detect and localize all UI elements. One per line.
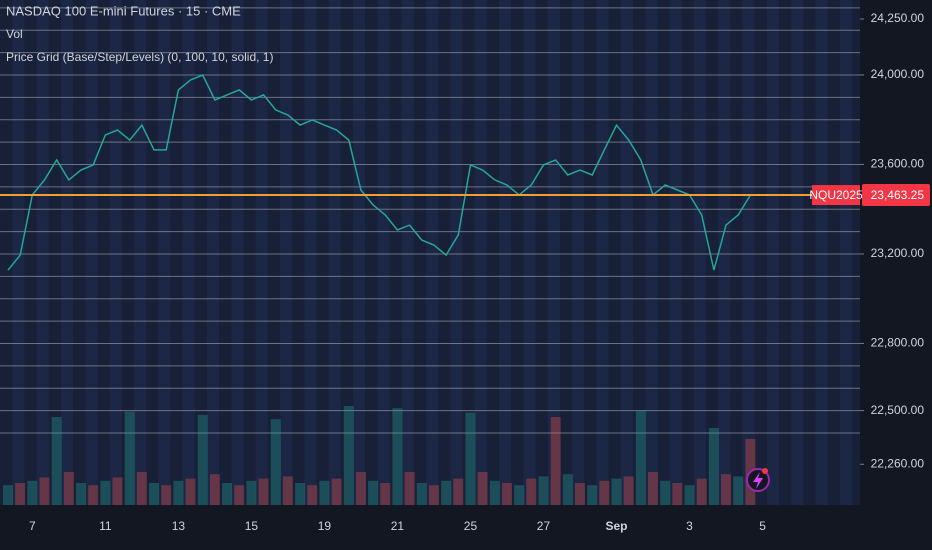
volume-bar — [599, 480, 610, 505]
volume-bar — [550, 417, 561, 505]
alert-icon[interactable] — [746, 468, 770, 492]
volume-bar — [209, 474, 220, 505]
x-tick-label: Sep — [605, 519, 627, 533]
price-tag — [862, 184, 930, 207]
volume-bar — [684, 485, 695, 505]
volume-bar — [611, 478, 622, 505]
volume-bar — [343, 406, 354, 505]
volume-bar — [708, 428, 719, 505]
x-tick-label: 15 — [245, 519, 259, 533]
volume-bar — [441, 480, 452, 505]
volume-bar — [514, 485, 525, 505]
volume-bar — [27, 480, 38, 505]
symbol-label: NQU2025 — [809, 188, 863, 202]
volume-bar — [39, 477, 50, 505]
x-tick-label: 27 — [537, 519, 551, 533]
x-tick-label: 19 — [318, 519, 332, 533]
current-price-label: 23,463.25 — [871, 188, 925, 202]
volume-bar — [368, 480, 379, 505]
price-line — [7, 74, 752, 271]
y-tick-label: 23,200.00 — [871, 246, 925, 260]
volume-bar — [489, 480, 500, 505]
volume-bar — [355, 472, 366, 505]
volume-bar — [136, 472, 147, 505]
y-tick-label: 22,500.00 — [871, 403, 925, 417]
x-tick-label: 7 — [29, 519, 36, 533]
volume-bar — [587, 485, 598, 505]
volume-bar — [623, 476, 634, 505]
x-tick-label: 3 — [686, 519, 693, 533]
volume-bar — [307, 485, 318, 505]
volume-bar — [76, 483, 87, 505]
x-tick-label: 13 — [172, 519, 186, 533]
volume-bar — [100, 480, 111, 505]
volume-bar — [453, 478, 464, 505]
x-tick-label: 25 — [464, 519, 478, 533]
y-tick-label: 24,000.00 — [871, 67, 925, 81]
volume-bar — [319, 480, 330, 505]
volume-bar — [295, 483, 306, 505]
volume-bar — [635, 410, 646, 505]
y-tick-label: 22,800.00 — [871, 336, 925, 350]
volume-bar — [501, 483, 512, 505]
indicator-label: Price Grid (Base/Step/Levels) (0, 100, 1… — [6, 50, 273, 64]
volume-bar — [672, 483, 683, 505]
volume-bar — [282, 476, 293, 505]
volume-label: Vol — [6, 27, 23, 41]
volume-bar — [696, 478, 707, 505]
volume-bar — [733, 476, 744, 505]
volume-bar — [574, 483, 585, 505]
y-tick-label: 22,260.00 — [871, 456, 925, 470]
volume-bar — [404, 472, 415, 505]
volume-bar — [648, 472, 659, 505]
volume-bar — [161, 485, 172, 505]
volume-bar — [416, 483, 427, 505]
x-tick-label: 5 — [759, 519, 766, 533]
x-tick-label: 11 — [99, 519, 112, 533]
volume-bar — [124, 411, 135, 505]
x-tick-label: 21 — [391, 519, 405, 533]
volume-bar — [112, 477, 123, 505]
volume-bar — [331, 478, 342, 505]
volume-bar — [428, 485, 439, 505]
volume-bar — [380, 483, 391, 505]
volume-bar — [88, 485, 99, 505]
volume-bar — [392, 408, 403, 505]
y-tick-label: 23,600.00 — [871, 157, 925, 171]
volume-bar — [562, 474, 573, 505]
chart-title: NASDAQ 100 E-mini Futures · 15 · CME — [6, 3, 241, 18]
volume-bar — [15, 483, 26, 505]
volume-bar — [234, 485, 245, 505]
volume-bar — [258, 478, 269, 505]
volume-bar — [538, 476, 549, 505]
volume-bar — [149, 483, 160, 505]
y-tick-label: 24,250.00 — [871, 11, 925, 25]
volume-bar — [63, 472, 74, 505]
volume-bar — [173, 480, 184, 505]
volume-bar — [660, 480, 671, 505]
volume-bar — [222, 483, 233, 505]
volume-bar — [246, 480, 257, 505]
plot-area — [0, 0, 860, 505]
volume-bar — [721, 474, 732, 505]
volume-bar — [477, 472, 488, 505]
volume-bar — [270, 419, 281, 505]
volume-bar — [51, 417, 62, 505]
volume-bar — [185, 478, 196, 505]
symbol-tag — [812, 185, 860, 206]
volume-bar — [526, 478, 537, 505]
volume-bar — [465, 412, 476, 505]
volume-bar — [197, 414, 208, 505]
volume-bar — [3, 485, 13, 505]
